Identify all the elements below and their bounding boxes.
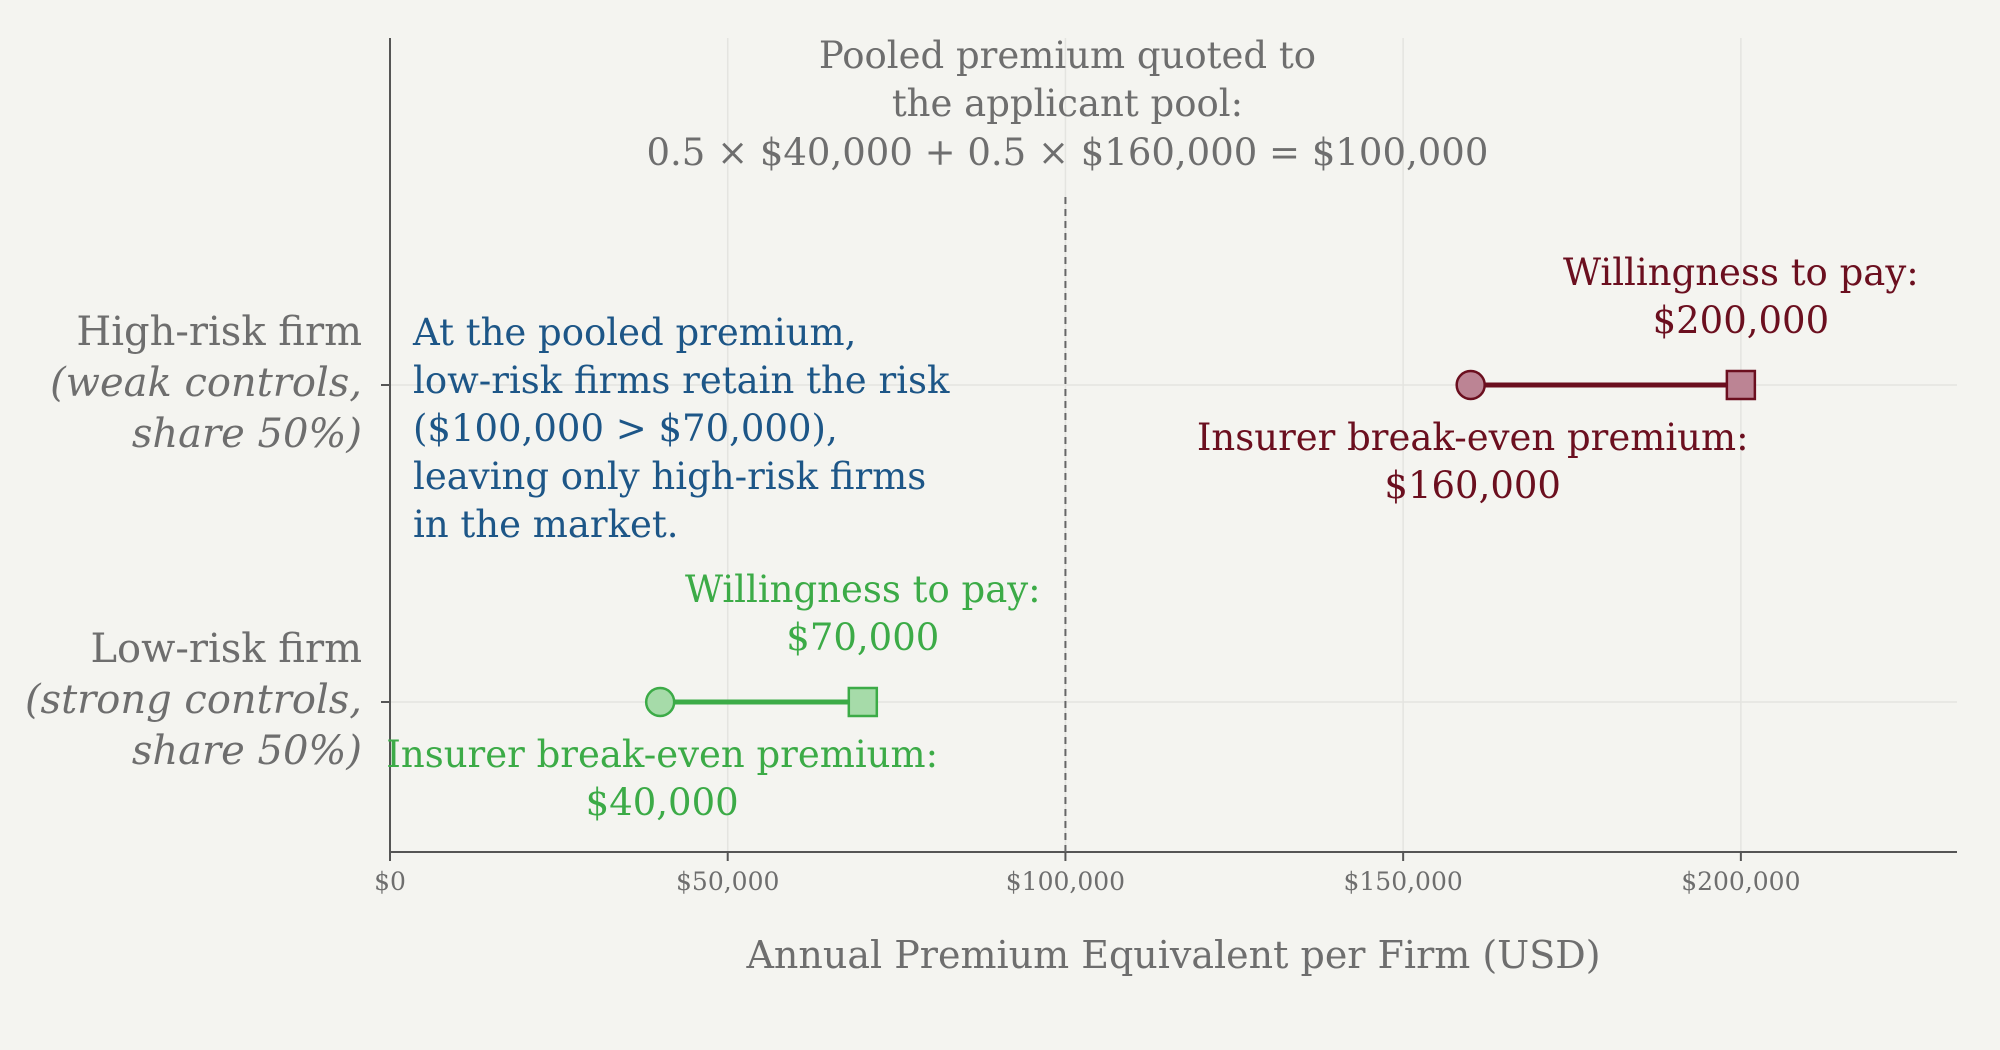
annotation-text: low-risk firms retain the risk [413,359,950,402]
wtp-value: $200,000 [1653,299,1830,342]
break-even-point [644,686,676,718]
break-even-label: Insurer break-even premium: [1197,416,1749,459]
y-category-label: Low-risk firm [90,626,362,672]
y-category-sublabel: share 50%) [132,411,362,457]
y-category-sublabel: (weak controls, [50,360,362,406]
y-category-sublabel: (strong controls, [25,677,362,723]
x-tick-label: $200,000 [1681,867,1800,896]
break-even-point [1455,369,1486,401]
break-even-value: $40,000 [586,781,739,824]
x-tick-label: $50,000 [676,867,779,896]
pooled-premium-label: 0.5 × $40,000 + 0.5 × $160,000 = $100,00… [646,131,1488,174]
x-tick-label: $0 [374,867,406,896]
annotation-text: At the pooled premium, [412,311,856,354]
break-even-value: $160,000 [1384,464,1561,507]
x-axis-title: Annual Premium Equivalent per Firm (USD) [745,933,1600,977]
wtp-value: $70,000 [786,616,939,659]
wtp-label: Willingness to pay: [1563,251,1919,294]
willingness-to-pay-point [847,686,879,718]
annotation-text: leaving only high-risk firms [413,455,926,498]
break-even-label: Insurer break-even premium: [386,733,938,776]
pooled-premium-label: the applicant pool: [892,82,1243,125]
y-category-sublabel: share 50%) [132,728,362,774]
willingness-to-pay-point [1725,369,1757,401]
y-category-label: High-risk firm [76,309,362,355]
annotation-text: in the market. [413,503,679,546]
wtp-label: Willingness to pay: [685,568,1041,611]
annotation-text: ($100,000 > $70,000), [413,407,838,450]
pooled-premium-label: Pooled premium quoted to [819,34,1316,77]
x-tick-label: $150,000 [1343,867,1462,896]
x-tick-label: $100,000 [1006,867,1125,896]
